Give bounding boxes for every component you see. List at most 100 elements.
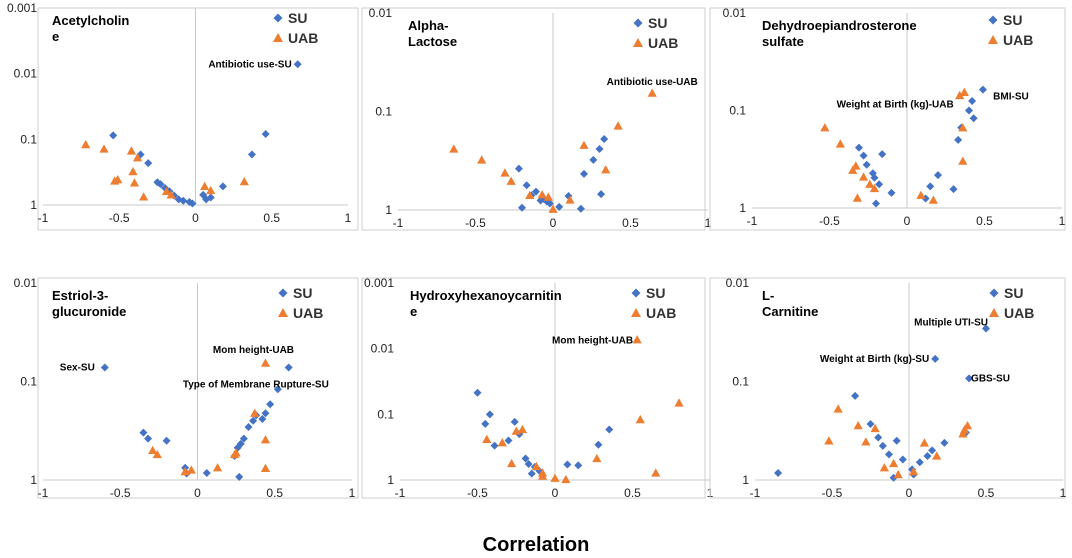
data-point-uab <box>482 434 492 443</box>
point-annotation: Type of Membrane Rupture-SU <box>183 379 329 390</box>
panel-title: Hydroxyhexanoycarnitin <box>410 288 562 303</box>
data-point-su <box>218 182 227 191</box>
data-point-su <box>179 196 188 205</box>
data-point-su <box>261 130 270 139</box>
panel-title: sulfate <box>762 34 804 49</box>
data-point-su <box>870 173 879 182</box>
data-point-uab <box>200 181 210 191</box>
data-point-su <box>258 414 267 423</box>
data-point-su <box>923 451 932 460</box>
data-point-uab <box>861 437 871 446</box>
x-tick-label: -1 <box>38 486 49 500</box>
data-point-uab <box>148 445 158 455</box>
data-point-su <box>521 454 530 463</box>
data-point-su <box>854 143 863 152</box>
x-tick-label: -0.5 <box>467 486 488 500</box>
data-point-uab <box>497 438 507 447</box>
chart-panel-6: -1 -0.5 0 0.5 1 0.01 0.1 1 L-Carnitine SU UAB Multi… <box>709 276 1067 500</box>
data-point-uab <box>99 144 109 153</box>
data-point-su <box>605 425 614 434</box>
data-point-uab <box>161 186 172 196</box>
data-point-uab <box>889 458 899 468</box>
x-tick-label: 0.5 <box>266 486 283 500</box>
data-point-su <box>851 391 860 400</box>
chart-panel-2: -1 -0.5 0 0.5 1 0.01 0.1 1 Alpha-Lactose SU UAB Ant… <box>361 6 712 231</box>
legend-uab-marker <box>633 38 643 47</box>
legend-su-marker <box>633 18 643 28</box>
data-point-su <box>774 469 783 478</box>
panel-title: Dehydroepiandrosterone <box>762 18 917 33</box>
data-point-uab <box>166 190 176 199</box>
x-tick-label: -1 <box>393 216 404 230</box>
data-point-su <box>284 363 293 372</box>
data-point-uab <box>869 183 880 193</box>
data-point-su <box>878 441 887 450</box>
data-point-uab <box>835 139 845 148</box>
data-point-uab <box>916 190 926 199</box>
data-point-su <box>510 417 519 426</box>
data-point-uab <box>507 458 517 468</box>
data-point-su <box>898 455 907 464</box>
data-point-su <box>931 354 940 363</box>
point-annotation: Antibiotic use-UAB <box>607 77 698 88</box>
data-point-su <box>954 135 963 144</box>
data-point-su <box>100 363 109 372</box>
legend-uab-marker <box>989 308 999 317</box>
data-point-uab <box>959 87 969 96</box>
point-annotation: Weight at Birth (kg)-UAB <box>837 99 954 110</box>
legend-uab-marker <box>273 33 283 42</box>
x-tick-label: 0.5 <box>263 211 280 225</box>
data-point-su <box>504 436 513 445</box>
data-point-uab <box>517 424 528 434</box>
x-tick-label: 0 <box>550 216 557 230</box>
x-tick-label: 0.5 <box>978 486 995 500</box>
data-point-uab <box>186 465 196 474</box>
y-tick-label: 0.01 <box>371 342 395 356</box>
data-point-uab <box>601 165 611 174</box>
legend-su-label: SU <box>293 285 312 301</box>
y-tick-label: 0.1 <box>20 132 37 146</box>
legend-su-marker <box>278 288 288 298</box>
x-tick-label: 1 <box>1059 214 1066 228</box>
data-point-uab <box>206 185 216 195</box>
x-tick-label: -1 <box>750 486 761 500</box>
data-point-uab <box>848 165 858 174</box>
data-point-uab <box>893 469 903 479</box>
y-tick-label: 0.01 <box>14 67 38 81</box>
data-point-uab <box>506 176 516 185</box>
data-point-uab <box>543 192 553 201</box>
data-point-uab <box>635 414 645 424</box>
panel-title: e <box>410 304 417 319</box>
legend-uab-label: UAB <box>1003 32 1033 48</box>
x-tick-label: 1 <box>705 216 712 230</box>
data-point-su <box>144 434 153 443</box>
y-tick-label: 0.001 <box>364 276 394 290</box>
x-tick-label: 0 <box>552 486 559 500</box>
data-point-uab <box>919 438 929 447</box>
data-point-uab <box>561 474 571 484</box>
data-point-uab <box>538 471 548 480</box>
data-point-uab <box>500 168 510 177</box>
x-tick-label: 0 <box>192 211 199 225</box>
legend-uab-label: UAB <box>293 305 323 321</box>
panel-title: Estriol-3- <box>52 288 108 303</box>
data-point-su <box>261 409 270 418</box>
data-point-su <box>859 151 868 160</box>
legend-uab-label: UAB <box>648 35 678 51</box>
data-point-su <box>518 203 526 212</box>
data-point-su <box>202 469 211 478</box>
point-annotation: Sex-SU <box>60 362 95 373</box>
data-point-uab <box>152 449 162 459</box>
data-point-uab <box>477 155 487 164</box>
data-point-su <box>527 469 536 478</box>
legend-uab-marker <box>278 308 288 317</box>
y-tick-label: 0.1 <box>20 375 37 389</box>
data-point-su <box>978 85 987 94</box>
panel-frame <box>709 7 1066 231</box>
data-point-su <box>969 114 978 123</box>
data-point-uab <box>231 448 241 457</box>
data-point-uab <box>870 423 880 433</box>
data-point-su <box>875 180 884 189</box>
y-tick-label: 0.01 <box>14 276 38 290</box>
y-tick-label: 0.1 <box>375 105 392 119</box>
